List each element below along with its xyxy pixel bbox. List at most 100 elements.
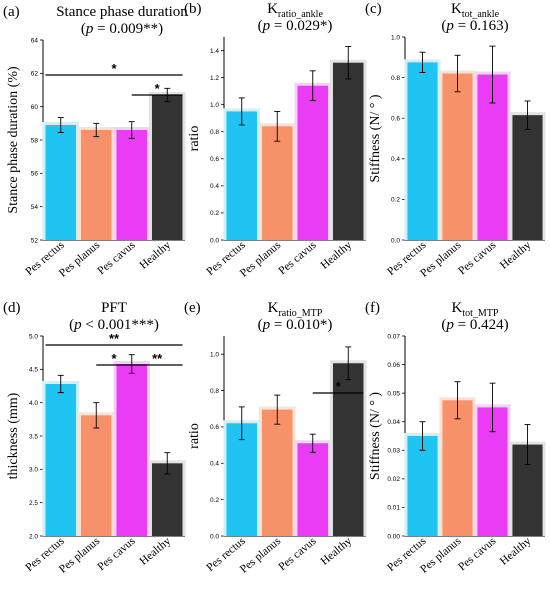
significance-label: * (336, 379, 342, 394)
p-symbol: p (445, 18, 454, 34)
p-symbol: p (445, 317, 454, 333)
category-label: Healthy (138, 239, 174, 272)
y-tick-label: 4.0 (29, 400, 38, 407)
category-label: Pes cavus (276, 535, 319, 573)
category-label: Healthy (498, 535, 534, 568)
p-value-label: (p = 0.010*) (258, 317, 333, 333)
y-tick-label: 0.01 (387, 505, 400, 512)
y-tick-label: 3.5 (29, 433, 38, 440)
p-symbol: p (262, 317, 271, 333)
p-value-label: (p < 0.001***) (69, 317, 159, 333)
category-label: Pes cavus (456, 239, 499, 277)
y-tick-label: 0.4 (391, 156, 400, 163)
y-tick-label: 0.07 (387, 333, 400, 340)
y-tick-label: 0.2 (210, 210, 219, 217)
panel-title: Stance phase duration (56, 4, 188, 20)
category-label: Healthy (498, 239, 534, 272)
y-axis-label: Stance phase duration (%) (6, 66, 21, 214)
panel-letter: (a) (3, 4, 20, 20)
bar (442, 400, 473, 536)
bar (151, 95, 183, 240)
y-tick-label: 52 (31, 237, 39, 244)
bar (116, 364, 148, 536)
title-subscript: ratio_MTP (278, 308, 322, 319)
y-axis-label: Stiffness (N/ ° ) (368, 392, 383, 481)
y-tick-label: 5.0 (29, 333, 38, 340)
y-tick-label: 0.8 (391, 75, 400, 82)
y-tick-label: 58 (31, 137, 39, 144)
y-tick-label: 0.8 (210, 388, 219, 395)
bar (226, 111, 258, 240)
y-tick-label: 0.00 (387, 533, 400, 540)
y-tick-label: 1.0 (210, 351, 219, 358)
title-subscript: ratio_ankle (278, 9, 324, 20)
panel-letter: (e) (184, 300, 201, 316)
y-tick-label: 1.0 (210, 102, 219, 109)
y-axis-label: Stiffness (N/ ° ) (368, 94, 383, 183)
category-label: Pes planus (57, 239, 103, 280)
category-label: Pes cavus (95, 535, 138, 573)
bar (442, 73, 473, 240)
y-tick-label: 60 (31, 104, 39, 111)
p-symbol: p (262, 18, 271, 34)
y-tick-label: 1.2 (210, 75, 219, 82)
y-tick-label: 2.0 (29, 533, 38, 540)
y-tick-label: 0.2 (391, 197, 400, 204)
y-tick-label: 1.4 (210, 48, 219, 55)
significance-label: * (155, 81, 161, 96)
category-label: Pes cavus (95, 239, 138, 277)
category-label: Healthy (319, 239, 355, 272)
y-tick-label: 56 (31, 171, 39, 178)
y-tick-label: 0.6 (210, 156, 219, 163)
category-label: Pes planus (238, 535, 284, 576)
y-tick-label: 2.5 (29, 500, 38, 507)
y-tick-label: 0.4 (210, 183, 219, 190)
y-tick-label: 54 (31, 204, 39, 211)
significance-label: * (111, 351, 117, 366)
y-tick-label: 0.6 (391, 116, 400, 123)
category-label: Pes planus (238, 239, 284, 280)
y-tick-label: 0.06 (387, 362, 400, 369)
y-tick-label: 0.0 (210, 237, 219, 244)
bar (80, 415, 112, 536)
y-tick-label: 0.8 (210, 129, 219, 136)
y-tick-label: 4.5 (29, 367, 38, 374)
bar (297, 85, 329, 240)
y-tick-label: 0.02 (387, 476, 400, 483)
y-tick-label: 0.04 (387, 419, 400, 426)
title-subscript: tot_ankle (462, 9, 500, 20)
category-label: Pes cavus (276, 239, 319, 277)
bar (407, 62, 438, 240)
category-label: Pes planus (57, 535, 103, 576)
category-label: Pes cavus (456, 535, 499, 573)
p-symbol: p (73, 317, 82, 333)
y-axis-label: thickness (mm) (6, 392, 21, 479)
p-value-label: (p = 0.424) (441, 317, 508, 333)
p-symbol: p (85, 21, 94, 37)
y-tick-label: 0.05 (387, 390, 400, 397)
panel-letter: (b) (184, 1, 202, 17)
bar (226, 423, 258, 536)
y-tick-label: 3.0 (29, 467, 38, 474)
category-label: Healthy (319, 535, 355, 568)
bar (80, 130, 112, 240)
p-value-label: (p = 0.163) (441, 18, 508, 34)
bar (297, 443, 329, 536)
bar (116, 130, 148, 240)
p-value-label: (p = 0.029*) (258, 18, 333, 34)
panel-letter: (c) (365, 1, 382, 17)
y-tick-label: 62 (31, 71, 39, 78)
y-tick-label: 1.0 (391, 34, 400, 41)
y-tick-label: 0.0 (391, 237, 400, 244)
significance-label: * (111, 61, 117, 76)
y-tick-label: 64 (31, 37, 39, 44)
y-axis-label: ratio (187, 423, 202, 449)
title-subscript: tot_MTP (462, 308, 499, 319)
panel-letter: (d) (3, 300, 21, 316)
bar (45, 125, 77, 240)
bar (332, 363, 364, 536)
